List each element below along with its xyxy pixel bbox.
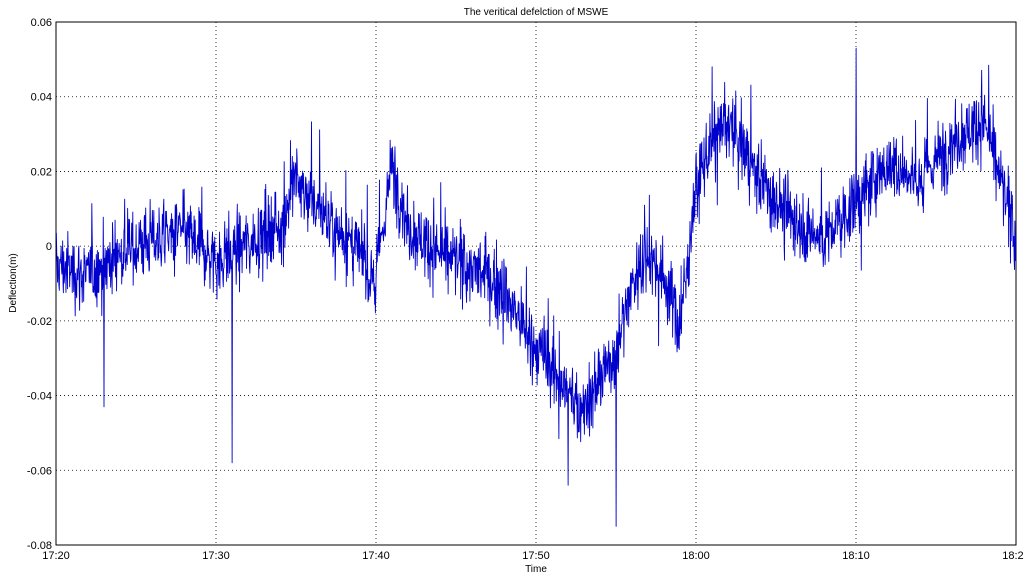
- y-tick-label: 0.02: [31, 166, 52, 178]
- y-tick-label: -0.08: [27, 540, 52, 552]
- x-tick-label: 17:50: [522, 550, 550, 562]
- grid-lines: [56, 22, 1016, 545]
- y-axis-tick-labels: 0.06 0.04 0.02 0 -0.02 -0.04 -0.06 -0.08: [27, 17, 52, 552]
- x-tick-label: 18:10: [842, 550, 870, 562]
- y-tick-label: 0.04: [31, 92, 52, 104]
- x-tick-label: 17:20: [42, 550, 70, 562]
- deflection-series-line: [56, 47, 1016, 527]
- x-tick-label: 18:00: [682, 550, 710, 562]
- chart-title: The veritical defelction of MSWE: [464, 7, 609, 18]
- x-tick-label: 17:40: [362, 550, 390, 562]
- y-tick-label: 0.06: [31, 17, 52, 29]
- series-layer: [56, 47, 1016, 527]
- y-tick-label: 0: [46, 241, 52, 253]
- y-axis-label: Deflection(m): [8, 253, 19, 312]
- y-tick-label: -0.04: [27, 391, 52, 403]
- y-tick-label: -0.02: [27, 316, 52, 328]
- x-axis-tick-labels: 17:20 17:30 17:40 17:50 18:00 18:10 18:20: [42, 550, 1024, 562]
- x-tick-label: 17:30: [202, 550, 230, 562]
- y-tick-label: -0.06: [27, 465, 52, 477]
- x-axis-label: Time: [525, 564, 547, 575]
- x-tick-label: 18:20: [1002, 550, 1024, 562]
